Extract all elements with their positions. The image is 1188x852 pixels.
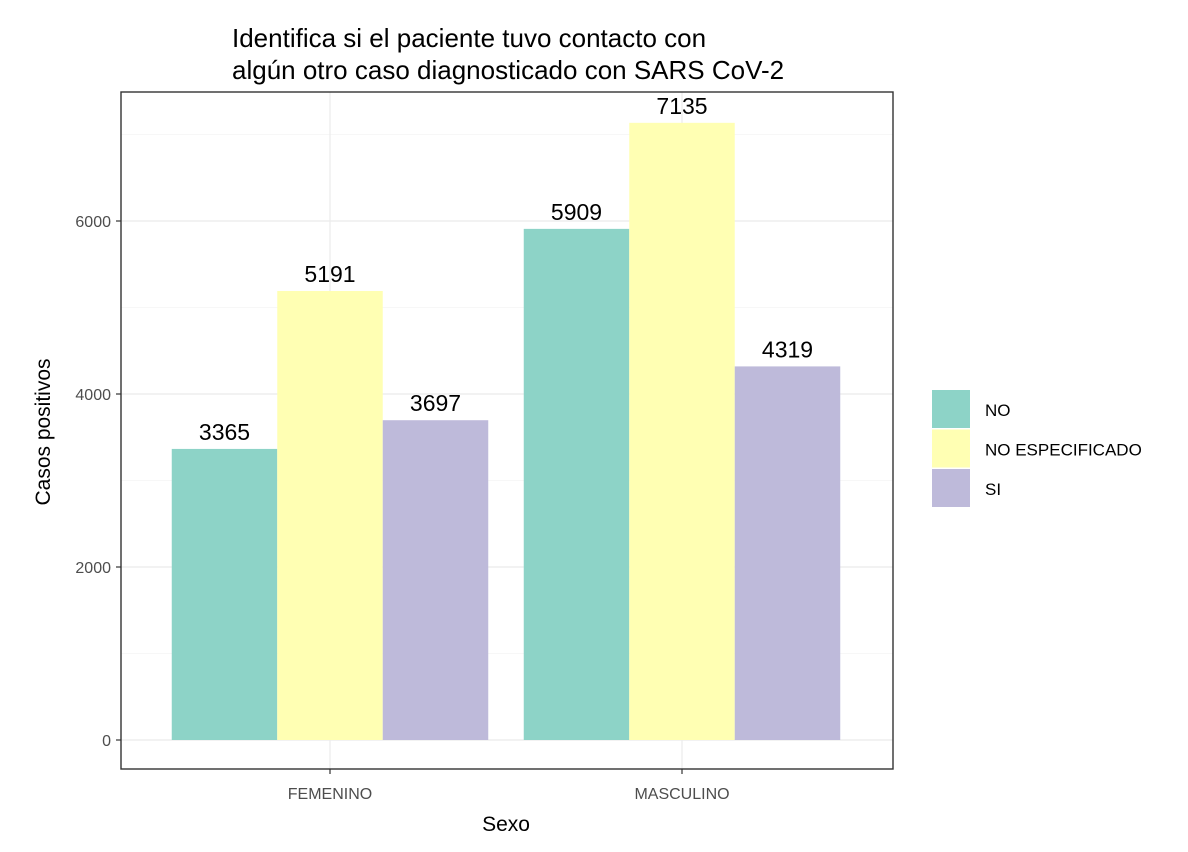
- y-axis: 0 2000 4000 6000: [75, 214, 121, 750]
- legend-label: NO ESPECIFICADO: [985, 441, 1142, 460]
- legend: NO NO ESPECIFICADO SI: [932, 390, 1142, 507]
- chart-title-line-2: algún otro caso diagnosticado con SARS C…: [232, 55, 784, 85]
- data-label: 5909: [551, 199, 602, 225]
- bar-masculino-no-especificado: [629, 122, 735, 740]
- bar-masculino-no: [523, 228, 630, 740]
- x-axis: FEMENINO MASCULINO: [288, 769, 730, 803]
- bar-femenino-si: [382, 420, 489, 740]
- chart-title: Identifica si el paciente tuvo contacto …: [232, 23, 784, 85]
- x-tick-label: FEMENINO: [288, 786, 372, 803]
- y-tick-label: 2000: [75, 560, 111, 577]
- data-label: 3365: [199, 419, 250, 445]
- x-axis-title: Sexo: [482, 813, 530, 836]
- data-label: 5191: [304, 261, 355, 287]
- bar-femenino-no: [171, 448, 278, 740]
- y-tick-label: 0: [102, 733, 111, 750]
- chart-title-line-1: Identifica si el paciente tuvo contacto …: [232, 23, 706, 53]
- bars: [171, 122, 841, 740]
- legend-key-si: [932, 469, 970, 507]
- bar-masculino-si: [734, 366, 841, 740]
- data-label: 3697: [410, 390, 461, 416]
- data-labels: 3365 5191 3697 5909 7135 4319: [199, 93, 813, 445]
- y-tick-label: 4000: [75, 387, 111, 404]
- data-label: 7135: [656, 93, 707, 119]
- plot-panel-border: [120, 91, 894, 770]
- y-axis-title: Casos positivos: [32, 358, 55, 505]
- x-tick-label: MASCULINO: [634, 786, 729, 803]
- legend-label: NO: [985, 401, 1011, 420]
- legend-key-no: [932, 390, 970, 428]
- y-tick-label: 6000: [75, 214, 111, 231]
- legend-key-no-especificado: [932, 429, 970, 468]
- bar-femenino-no-especificado: [277, 290, 383, 740]
- legend-label: SI: [985, 480, 1001, 499]
- data-label: 4319: [762, 336, 813, 362]
